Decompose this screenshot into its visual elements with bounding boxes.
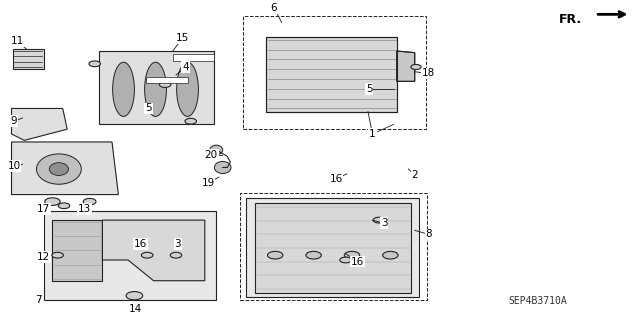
Polygon shape [44, 211, 216, 300]
Polygon shape [102, 220, 205, 281]
Text: 3: 3 [175, 239, 181, 249]
Circle shape [383, 251, 398, 259]
Text: 2: 2 [412, 170, 418, 181]
Ellipse shape [36, 154, 81, 184]
Circle shape [306, 251, 321, 259]
Circle shape [141, 252, 153, 258]
Text: 16: 16 [351, 256, 364, 267]
Text: 10: 10 [8, 161, 20, 171]
Ellipse shape [210, 145, 223, 155]
Circle shape [185, 118, 196, 124]
Text: 20: 20 [205, 150, 218, 160]
Bar [240, 193, 427, 300]
Circle shape [411, 64, 421, 70]
Text: 19: 19 [202, 178, 214, 189]
Text: FR.: FR. [559, 13, 582, 26]
Polygon shape [12, 142, 118, 195]
Text: 6: 6 [271, 3, 277, 13]
Bar [146, 77, 188, 83]
Polygon shape [266, 37, 397, 112]
Text: 1: 1 [369, 129, 376, 139]
Text: 18: 18 [422, 68, 435, 78]
Text: 11: 11 [12, 36, 24, 47]
Circle shape [83, 198, 96, 205]
Polygon shape [255, 203, 411, 293]
Polygon shape [52, 220, 102, 281]
Ellipse shape [214, 161, 231, 174]
Text: 16: 16 [134, 239, 147, 249]
Text: 12: 12 [37, 252, 50, 262]
Circle shape [159, 82, 171, 87]
Text: 3: 3 [381, 218, 387, 228]
Circle shape [268, 251, 283, 259]
Circle shape [344, 251, 360, 259]
Circle shape [52, 252, 63, 258]
Polygon shape [397, 51, 415, 81]
Ellipse shape [145, 62, 166, 116]
Ellipse shape [177, 62, 198, 116]
Circle shape [170, 252, 182, 258]
Text: 15: 15 [176, 33, 189, 43]
Circle shape [89, 61, 100, 67]
Bar [173, 54, 214, 61]
Text: 5: 5 [145, 103, 152, 114]
Polygon shape [246, 198, 419, 297]
Ellipse shape [49, 163, 68, 175]
Text: 17: 17 [37, 204, 50, 214]
Text: 9: 9 [11, 116, 17, 126]
Polygon shape [13, 49, 44, 69]
Polygon shape [99, 51, 214, 124]
Text: 5: 5 [366, 84, 372, 94]
Circle shape [373, 217, 385, 223]
Circle shape [340, 257, 351, 263]
Text: 13: 13 [78, 204, 91, 214]
Text: 7: 7 [35, 295, 42, 306]
Text: 16: 16 [330, 174, 342, 184]
Circle shape [126, 292, 143, 300]
Circle shape [58, 203, 70, 209]
Text: 8: 8 [426, 229, 432, 240]
Text: 14: 14 [129, 304, 142, 315]
Circle shape [45, 198, 60, 205]
Polygon shape [12, 108, 67, 140]
Text: SEP4B3710A: SEP4B3710A [508, 296, 567, 307]
Bar [243, 16, 426, 129]
Ellipse shape [113, 62, 134, 116]
Text: 4: 4 [182, 62, 189, 72]
